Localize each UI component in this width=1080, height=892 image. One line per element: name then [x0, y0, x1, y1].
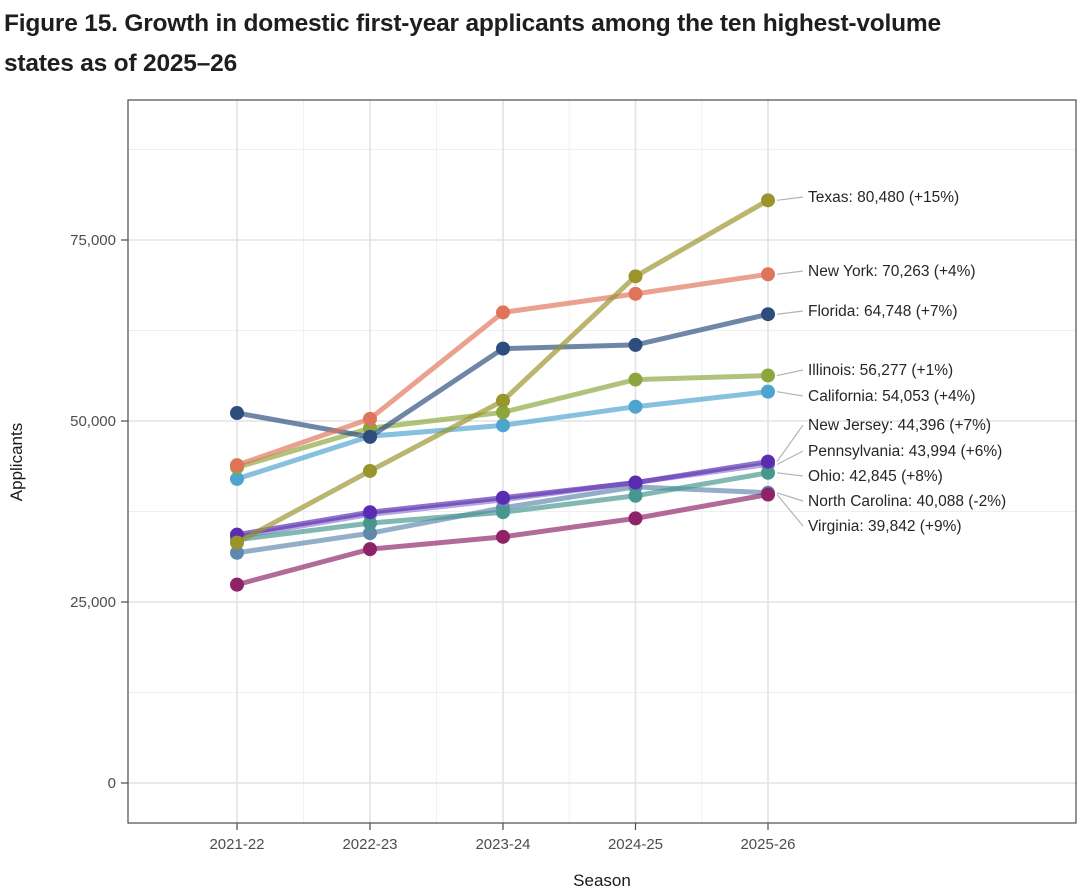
figure-title-line-2: states as of 2025–26 [4, 49, 237, 77]
annotation-florida: Florida: 64,748 (+7%) [808, 303, 957, 320]
data-point [496, 341, 510, 356]
annotation-california: California: 54,053 (+4%) [808, 388, 976, 405]
y-axis-title: Applicants [7, 423, 26, 501]
data-point [761, 267, 775, 282]
data-point [628, 372, 643, 387]
data-point [363, 505, 377, 520]
x-tick-label: 2024-25 [608, 836, 663, 853]
data-point [628, 488, 643, 503]
y-tick-label: 0 [108, 775, 116, 792]
data-point [363, 526, 377, 541]
data-point [496, 405, 510, 420]
leader-line [776, 450, 804, 466]
leader-line [776, 494, 804, 527]
leader-line [776, 196, 804, 201]
data-point [761, 307, 775, 322]
data-point [230, 577, 244, 592]
x-tick-label: 2023-24 [475, 836, 530, 853]
annotation-pennsylvania: Pennsylvania: 43,994 (+6%) [808, 443, 1002, 460]
data-point [363, 516, 377, 531]
data-point [363, 429, 377, 444]
x-axis-title: Season [573, 871, 631, 890]
data-point [496, 305, 510, 320]
data-point [761, 487, 775, 502]
annotation-new-york: New York: 70,263 (+4%) [808, 263, 976, 280]
panel-border [127, 99, 1077, 824]
annotation-virginia: Virginia: 39,842 (+9%) [808, 518, 962, 535]
gridlines-minor [128, 100, 1076, 823]
series-virginia [230, 487, 775, 592]
annotation-new-jersey: New Jersey: 44,396 (+7%) [808, 417, 991, 434]
leader-line [776, 369, 804, 377]
leader-line [776, 492, 804, 502]
annotation-ohio: Ohio: 42,845 (+8%) [808, 468, 943, 485]
data-point [230, 406, 244, 421]
annotation-texas: Texas: 80,480 (+15%) [808, 189, 959, 206]
figure-title: Figure 15. Growth in domestic first-year… [4, 4, 1014, 83]
data-point [761, 384, 775, 399]
leader-line [776, 424, 804, 462]
data-point [761, 368, 775, 383]
data-point [496, 529, 510, 544]
data-point [628, 475, 643, 490]
x-tick-label: 2025-26 [740, 836, 795, 853]
series-new-york [230, 267, 775, 473]
leader-line [776, 472, 804, 477]
data-point [230, 471, 244, 486]
data-point [496, 418, 510, 433]
annotation-north-carolina: North Carolina: 40,088 (-2%) [808, 493, 1006, 510]
data-point [230, 545, 244, 560]
data-point [363, 542, 377, 557]
annotation-illinois: Illinois: 56,277 (+1%) [808, 362, 953, 379]
data-point [761, 454, 775, 469]
data-point [628, 286, 643, 301]
series-ohio [230, 465, 775, 547]
data-point [496, 393, 510, 408]
data-point [230, 535, 244, 550]
data-point [230, 458, 244, 473]
data-point [496, 505, 510, 520]
x-tick-label: 2021-22 [209, 836, 264, 853]
series-texas [230, 193, 775, 550]
axis-ticks [121, 239, 769, 830]
series-florida [230, 307, 775, 444]
leader-line [776, 391, 804, 397]
series-annotations: Texas: 80,480 (+15%) New York: 70,263 (+4… [776, 189, 1006, 535]
data-point [363, 411, 377, 426]
data-point [628, 337, 643, 352]
axis-tick-labels: 0 25,000 50,000 75,000 2021-22 2022-23 2023-24… [70, 232, 795, 853]
data-point [363, 463, 377, 478]
series-new-jersey [230, 454, 775, 542]
gridlines-major [128, 100, 1076, 823]
data-point [628, 511, 643, 526]
leader-line [776, 310, 804, 315]
data-point [761, 465, 775, 480]
figure-title-line-1: Figure 15. Growth in domestic first-year… [4, 10, 941, 37]
y-tick-label: 25,000 [70, 594, 116, 611]
y-tick-label: 75,000 [70, 232, 116, 249]
data-point [761, 193, 775, 208]
series-lines [230, 193, 775, 592]
leader-line [776, 270, 804, 275]
data-point [496, 490, 510, 505]
data-point [628, 269, 643, 284]
data-point [628, 399, 643, 414]
y-tick-label: 50,000 [70, 413, 116, 430]
x-tick-label: 2022-23 [342, 836, 397, 853]
